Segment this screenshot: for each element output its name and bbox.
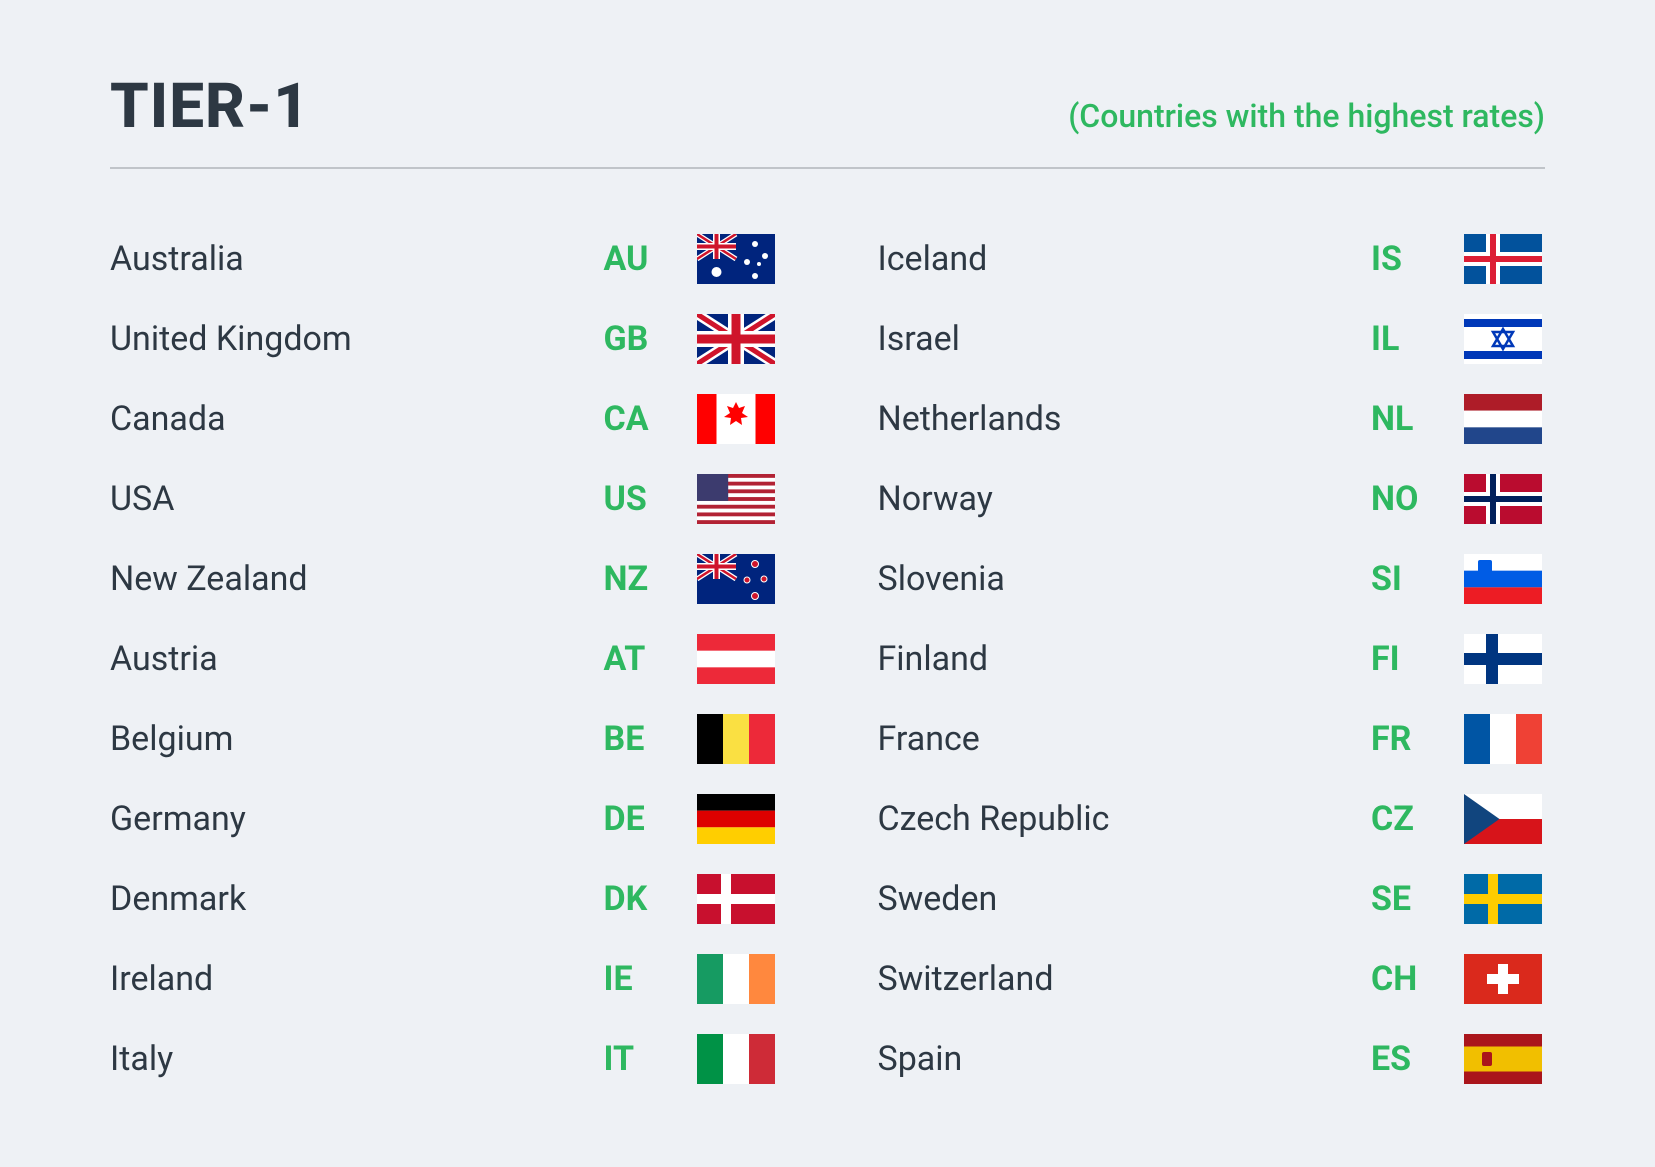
country-row: NorwayNO [878, 459, 1546, 539]
flag-icon [1461, 232, 1545, 286]
country-code: DK [604, 879, 694, 919]
country-name: Australia [110, 239, 604, 279]
country-name: Ireland [110, 959, 604, 999]
country-name: Czech Republic [878, 799, 1372, 839]
country-code: CH [1371, 959, 1461, 999]
flag-icon [694, 952, 778, 1006]
country-columns: AustraliaAUUnited KingdomGBCanadaCAUSAUS… [110, 219, 1545, 1099]
flag-icon [1461, 392, 1545, 446]
country-code: IS [1371, 239, 1461, 279]
tier-title: TIER-1 [110, 70, 310, 143]
country-column-left: AustraliaAUUnited KingdomGBCanadaCAUSAUS… [110, 219, 778, 1099]
country-row: AustraliaAU [110, 219, 778, 299]
country-name: Austria [110, 639, 604, 679]
country-code: AT [604, 639, 694, 679]
country-code: NO [1371, 479, 1461, 519]
country-code: IT [604, 1039, 694, 1079]
country-code: NL [1371, 399, 1461, 439]
country-row: SwitzerlandCH [878, 939, 1546, 1019]
flag-icon [694, 1032, 778, 1086]
country-row: SwedenSE [878, 859, 1546, 939]
country-row: BelgiumBE [110, 699, 778, 779]
country-row: CanadaCA [110, 379, 778, 459]
country-code: SE [1371, 879, 1461, 919]
country-name: Finland [878, 639, 1372, 679]
country-name: Spain [878, 1039, 1372, 1079]
country-code: US [604, 479, 694, 519]
flag-icon [1461, 952, 1545, 1006]
country-row: USAUS [110, 459, 778, 539]
country-code: NZ [604, 559, 694, 599]
country-code: ES [1371, 1039, 1461, 1079]
country-row: FranceFR [878, 699, 1546, 779]
country-column-right: IcelandISIsraelILNetherlandsNLNorwayNOSl… [878, 219, 1546, 1099]
country-code: CA [604, 399, 694, 439]
country-code: IE [604, 959, 694, 999]
country-row: DenmarkDK [110, 859, 778, 939]
country-code: FI [1371, 639, 1461, 679]
country-name: Belgium [110, 719, 604, 759]
country-name: Canada [110, 399, 604, 439]
flag-icon [694, 392, 778, 446]
country-code: GB [604, 319, 694, 359]
country-row: IrelandIE [110, 939, 778, 1019]
country-code: AU [604, 239, 694, 279]
flag-icon [694, 792, 778, 846]
flag-icon [694, 552, 778, 606]
country-row: SloveniaSI [878, 539, 1546, 619]
country-code: FR [1371, 719, 1461, 759]
country-code: CZ [1371, 799, 1461, 839]
country-name: United Kingdom [110, 319, 604, 359]
flag-icon [1461, 872, 1545, 926]
country-row: ItalyIT [110, 1019, 778, 1099]
flag-icon [1461, 632, 1545, 686]
flag-icon [1461, 472, 1545, 526]
flag-icon [694, 872, 778, 926]
country-row: IsraelIL [878, 299, 1546, 379]
country-name: New Zealand [110, 559, 604, 599]
country-code: IL [1371, 319, 1461, 359]
country-row: FinlandFI [878, 619, 1546, 699]
country-name: Netherlands [878, 399, 1372, 439]
country-code: DE [604, 799, 694, 839]
country-row: GermanyDE [110, 779, 778, 859]
country-name: Slovenia [878, 559, 1372, 599]
country-name: Israel [878, 319, 1372, 359]
flag-icon [1461, 312, 1545, 366]
tier-header: TIER-1 (Countries with the highest rates… [110, 70, 1545, 169]
flag-icon [694, 232, 778, 286]
country-name: Denmark [110, 879, 604, 919]
country-name: Switzerland [878, 959, 1372, 999]
country-code: BE [604, 719, 694, 759]
flag-icon [1461, 1032, 1545, 1086]
country-row: IcelandIS [878, 219, 1546, 299]
country-row: SpainES [878, 1019, 1546, 1099]
country-name: Germany [110, 799, 604, 839]
flag-icon [1461, 552, 1545, 606]
flag-icon [694, 472, 778, 526]
country-row: New ZealandNZ [110, 539, 778, 619]
flag-icon [1461, 792, 1545, 846]
country-name: Sweden [878, 879, 1372, 919]
country-name: France [878, 719, 1372, 759]
flag-icon [694, 632, 778, 686]
country-row: AustriaAT [110, 619, 778, 699]
country-name: Iceland [878, 239, 1372, 279]
country-row: NetherlandsNL [878, 379, 1546, 459]
flag-icon [694, 312, 778, 366]
country-name: USA [110, 479, 604, 519]
flag-icon [694, 712, 778, 766]
country-row: Czech RepublicCZ [878, 779, 1546, 859]
country-name: Italy [110, 1039, 604, 1079]
country-code: SI [1371, 559, 1461, 599]
country-name: Norway [878, 479, 1372, 519]
country-row: United KingdomGB [110, 299, 778, 379]
flag-icon [1461, 712, 1545, 766]
tier-subtitle: (Countries with the highest rates) [1068, 97, 1545, 135]
